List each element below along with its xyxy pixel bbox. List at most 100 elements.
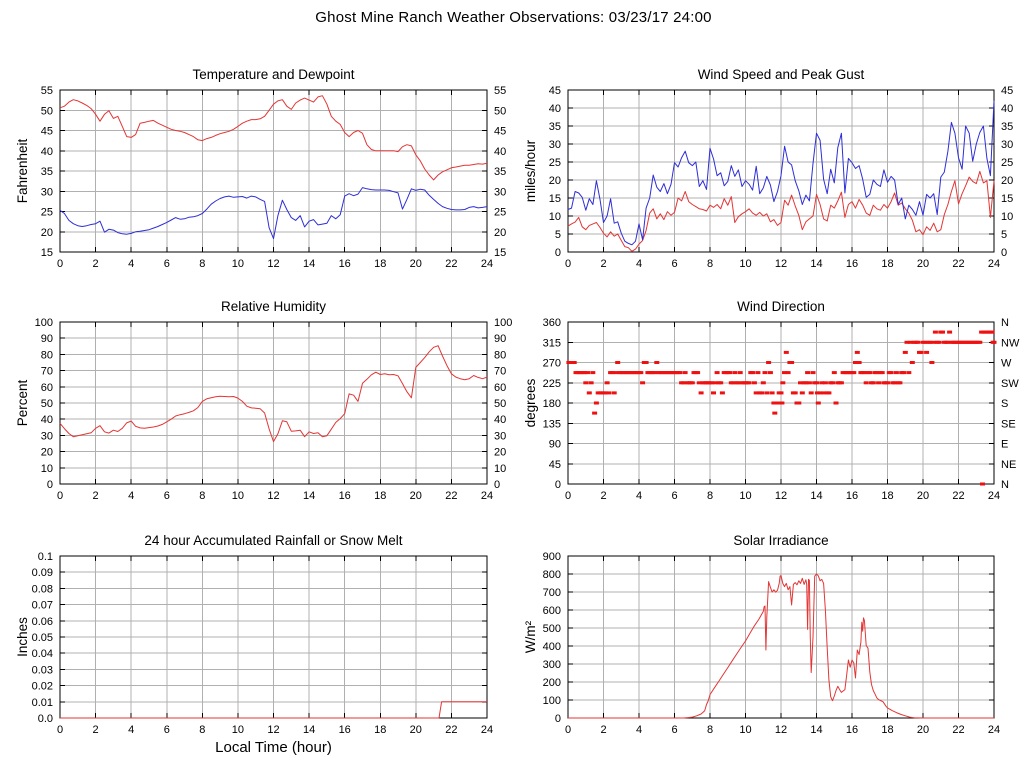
y-tick-label: 0 [555,247,561,259]
x-tick-label: 18 [374,724,386,736]
y-tick-label: 30 [549,139,561,151]
series-wind-direction [906,371,912,375]
series-wind-direction [814,391,820,395]
x-tick-label: 6 [164,490,170,502]
series-wind-direction [766,361,772,364]
x-tick-label: 16 [846,258,858,270]
y-tick-label-right: SE [1001,418,1016,430]
series-wind-direction [810,371,816,375]
series-wind-direction [826,391,832,395]
series-wind-direction [897,381,903,385]
x-tick-label: 14 [303,490,315,502]
y-tick-label-right: 25 [1001,157,1013,169]
series-wind-direction [947,330,953,334]
series-dewpoint [59,187,488,240]
x-tick-label: 12 [267,490,279,502]
y-tick-label-right: 15 [494,247,506,259]
series-wind-direction [590,371,596,375]
series-wind-direction [737,371,743,375]
y-tick-label: 50 [41,105,53,117]
y-tick-label: 30 [41,186,53,198]
y-tick-label-right: W [1001,358,1012,370]
y-tick-label: 35 [549,121,561,133]
x-tick-label: 24 [481,258,493,270]
y-axis-label: Inches [15,617,30,657]
y-tick-label-right: 25 [494,207,506,219]
chart-accumulated-rainfall: 0 2 4 6 8 10 12 14 16 18 20 22 24 0.0 0.01 0.02 0.03 0.04… [0,520,513,772]
y-tick-label-right: 35 [494,166,506,178]
series-wind-direction [780,381,786,385]
x-tick-label: 18 [881,490,893,502]
y-tick-label-right: N [1001,317,1009,329]
y-tick-label-right: NE [1001,459,1016,471]
series-wind-direction [980,482,985,486]
series-wind-direction [861,371,867,375]
x-tick-label: 20 [410,490,422,502]
y-tick-label-right: 0 [494,479,500,491]
x-tick-label: 24 [988,724,1000,736]
series-wind-direction [901,371,906,375]
y-tick-label: 180 [543,398,561,410]
y-tick-label: 0.08 [32,583,53,595]
series-wind-direction [782,371,787,375]
chart-svg: 0 2 4 6 8 10 12 14 16 18 20 22 240.00.010.020.030.04… [15,533,493,756]
y-tick-label-right: 50 [494,398,506,410]
series-wind-direction [760,381,766,385]
x-tick-label: 14 [810,490,822,502]
y-tick-label: 20 [41,447,53,459]
y-tick-label: 100 [35,317,53,329]
x-tick-label: 4 [636,490,642,502]
y-tick-label: 0.0 [38,713,53,725]
y-tick-label-right: S [1001,398,1008,410]
series-wind-direction [830,381,835,385]
y-tick-label-right: 55 [494,85,506,97]
y-tick-label: 40 [41,414,53,426]
y-tick-label: 10 [41,463,53,475]
series-wind-direction [677,371,683,375]
series-wind-direction [727,371,732,375]
x-tick-label: 10 [739,490,751,502]
y-tick-label-right: 100 [494,317,512,329]
y-axis-label: Percent [15,379,30,426]
series-wind-direction [709,381,715,385]
series-wind-direction [755,371,761,375]
y-tick-label: 20 [549,175,561,187]
series-wind-direction [767,371,773,375]
x-tick-label: 12 [267,724,279,736]
series-wind-direction [759,391,764,395]
y-tick-label: 20 [41,227,53,239]
x-tick-label: 4 [636,724,642,736]
series-wind-direction [870,381,876,385]
y-tick-label-right: NW [1001,337,1020,349]
series-wind-direction [762,371,768,375]
series-wind-direction [582,371,588,375]
series-wind-direction [714,371,720,375]
y-tick-label: 45 [549,459,561,471]
series-wind-direction [909,361,915,364]
series-wind-direction [583,381,589,385]
y-tick-label-right: 30 [494,430,506,442]
y-tick-label: 360 [543,317,561,329]
x-tick-label: 20 [917,258,929,270]
y-tick-label: 100 [543,695,561,707]
series-wind-direction [989,330,995,334]
y-tick-label-right: 45 [1001,85,1013,97]
y-tick-label: 0 [47,479,53,491]
x-tick-label: 6 [671,490,677,502]
y-tick-label: 80 [41,349,53,361]
x-tick-label: 8 [199,258,205,270]
series-wind-direction [613,371,619,375]
series-wind-direction [806,381,812,385]
y-tick-label-right: 80 [494,349,506,361]
series-wind-direction [735,381,741,385]
series-temperature [59,95,488,181]
x-tick-label: 0 [565,258,571,270]
y-tick-label: 225 [543,378,561,390]
series-wind-direction [730,381,736,385]
y-tick-label: 500 [543,623,561,635]
series-wind-direction [918,350,924,354]
series-wind-direction [814,381,819,385]
x-tick-label: 22 [952,490,964,502]
